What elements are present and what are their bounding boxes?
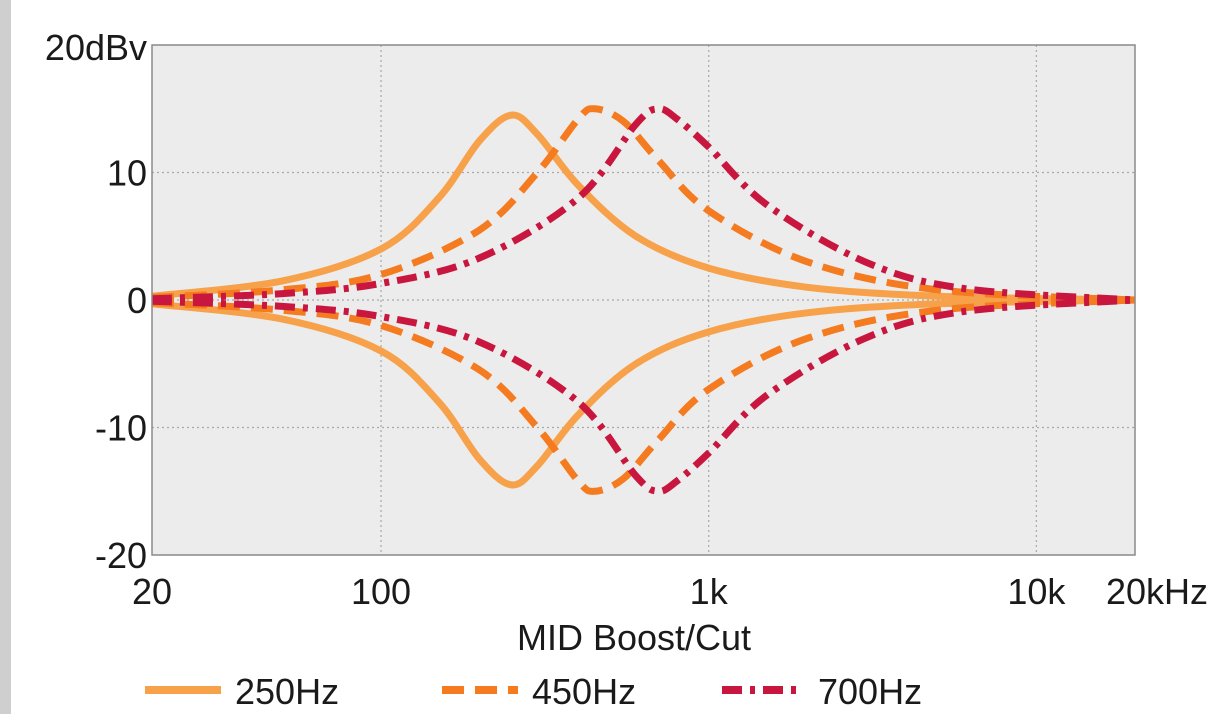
legend-label-250hz: 250Hz [235,671,339,712]
curve-250hz-boost [151,111,1136,304]
legend-label-450hz: 450Hz [532,671,636,712]
y-tick-label: 20dBv [45,27,147,68]
x-axis-title: MID Boost/Cut [517,617,751,658]
y-tick-label: -20 [95,535,147,576]
curve-layer [151,105,1136,495]
left-edge-strip [0,0,11,714]
curve-450hz-boost [151,105,1136,304]
y-tick-label: 10 [107,153,147,194]
x-tick-label: 20 [132,571,172,612]
plot-frame [151,44,1136,556]
x-tick-label: 100 [351,571,411,612]
legend-label-700hz: 700Hz [818,671,922,712]
x-tick-label: 1k [690,571,729,612]
y-tick-label: 0 [127,280,147,321]
x-tick-label: 20kHz [1106,571,1208,612]
x-tick-label: 10k [1007,571,1066,612]
curve-250hz-cut [151,296,1136,489]
grid-layer [152,45,1135,555]
curve-450hz-cut [151,296,1136,495]
y-tick-label: -10 [95,408,147,449]
legend: 250Hz 450Hz 700Hz [145,671,922,712]
